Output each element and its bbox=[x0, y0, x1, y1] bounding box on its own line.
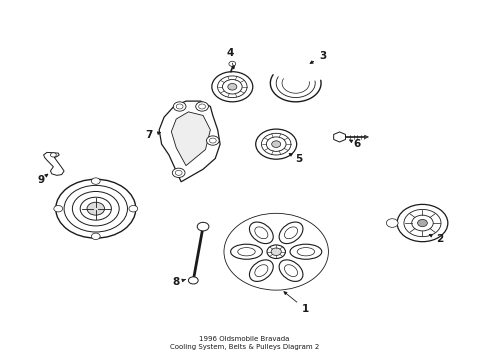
Ellipse shape bbox=[279, 260, 303, 282]
Ellipse shape bbox=[284, 265, 297, 276]
Text: 5: 5 bbox=[288, 154, 302, 164]
Circle shape bbox=[209, 138, 216, 143]
Text: 8: 8 bbox=[172, 277, 185, 287]
Ellipse shape bbox=[237, 248, 255, 256]
Circle shape bbox=[266, 245, 285, 258]
Circle shape bbox=[172, 168, 184, 177]
Text: 9: 9 bbox=[37, 174, 48, 185]
Circle shape bbox=[87, 202, 104, 215]
Circle shape bbox=[195, 102, 208, 111]
Ellipse shape bbox=[254, 265, 267, 276]
Circle shape bbox=[222, 80, 242, 94]
Ellipse shape bbox=[249, 260, 273, 282]
Circle shape bbox=[261, 133, 290, 155]
Polygon shape bbox=[171, 112, 210, 166]
Circle shape bbox=[198, 104, 205, 109]
Circle shape bbox=[270, 248, 281, 256]
Polygon shape bbox=[333, 132, 345, 142]
Circle shape bbox=[271, 141, 280, 148]
Circle shape bbox=[91, 233, 100, 239]
Circle shape bbox=[255, 129, 296, 159]
Circle shape bbox=[417, 220, 427, 226]
Circle shape bbox=[50, 153, 56, 157]
Circle shape bbox=[80, 197, 111, 220]
Polygon shape bbox=[43, 152, 64, 175]
Circle shape bbox=[197, 222, 208, 231]
Circle shape bbox=[91, 178, 100, 184]
Text: 2: 2 bbox=[428, 234, 442, 244]
Circle shape bbox=[173, 102, 185, 111]
Text: 1996 Oldsmobile Bravada
Cooling System, Belts & Pulleys Diagram 2: 1996 Oldsmobile Bravada Cooling System, … bbox=[169, 336, 319, 350]
Text: 1: 1 bbox=[284, 292, 308, 314]
Circle shape bbox=[56, 179, 136, 238]
Ellipse shape bbox=[279, 222, 303, 244]
Circle shape bbox=[396, 204, 447, 242]
Ellipse shape bbox=[230, 244, 262, 259]
Circle shape bbox=[176, 104, 183, 109]
Circle shape bbox=[228, 61, 235, 66]
Ellipse shape bbox=[254, 227, 267, 239]
Ellipse shape bbox=[249, 222, 273, 244]
Circle shape bbox=[217, 76, 246, 98]
Ellipse shape bbox=[297, 248, 314, 256]
Circle shape bbox=[227, 84, 236, 90]
Text: 4: 4 bbox=[226, 48, 234, 69]
Circle shape bbox=[64, 185, 127, 232]
Circle shape bbox=[188, 277, 198, 284]
Circle shape bbox=[72, 192, 119, 226]
Circle shape bbox=[129, 206, 138, 212]
Circle shape bbox=[175, 170, 182, 175]
Text: 3: 3 bbox=[309, 51, 325, 63]
Circle shape bbox=[403, 210, 440, 237]
Polygon shape bbox=[159, 101, 220, 182]
Ellipse shape bbox=[289, 244, 321, 259]
Circle shape bbox=[206, 136, 219, 145]
Text: 7: 7 bbox=[145, 130, 160, 140]
Circle shape bbox=[54, 206, 62, 212]
Circle shape bbox=[411, 215, 432, 231]
Circle shape bbox=[386, 219, 397, 227]
Text: 6: 6 bbox=[349, 139, 360, 149]
Circle shape bbox=[211, 72, 252, 102]
Circle shape bbox=[266, 137, 285, 151]
Ellipse shape bbox=[284, 227, 297, 239]
